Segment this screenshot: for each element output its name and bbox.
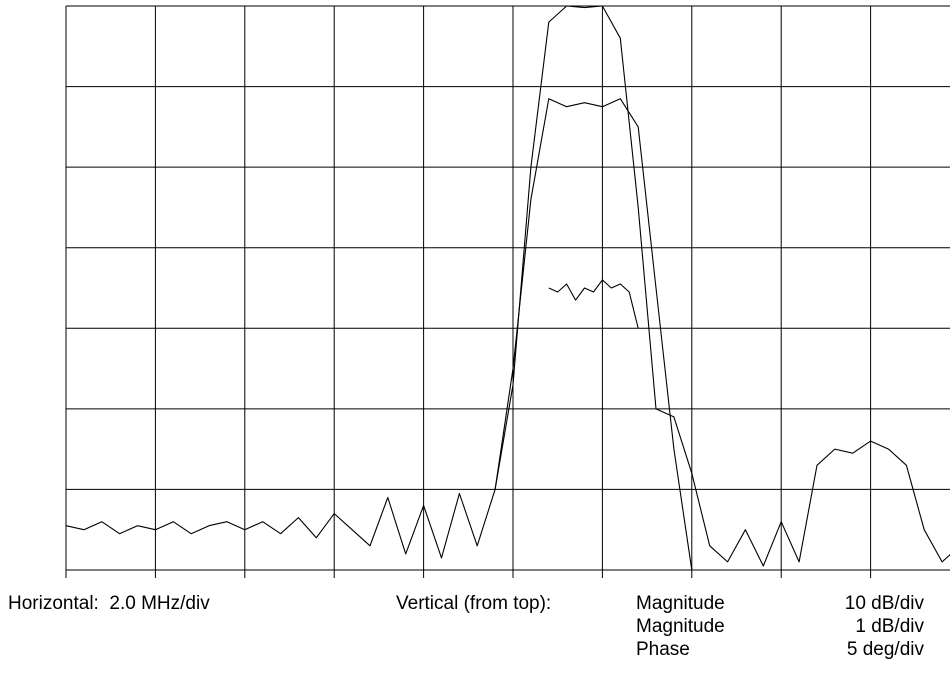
trace-name: Phase [636, 639, 690, 660]
vertical-scale-row: Magnitude 1 dB/div [636, 615, 924, 638]
trace-line-2 [494, 98, 693, 571]
vertical-scale-list: Magnitude 10 dB/div Magnitude 1 dB/div P… [636, 592, 924, 661]
trace-line-3 [548, 279, 639, 329]
trace-name: Magnitude [636, 616, 725, 637]
horizontal-label: Horizontal: [8, 593, 99, 614]
trace-line-1 [65, 5, 950, 567]
vertical-scale-row: Phase 5 deg/div [636, 638, 924, 661]
plot-grid [65, 5, 950, 571]
vertical-scale-label: Vertical (from top): [396, 593, 552, 614]
vertical-scale-row: Magnitude 10 dB/div [636, 592, 924, 615]
trace-scale: 1 dB/div [855, 616, 924, 637]
x-axis-ticks [65, 570, 872, 578]
network-analyzer-plot [65, 5, 950, 578]
trace-name: Magnitude [636, 593, 725, 614]
trace-scale: 10 dB/div [844, 593, 924, 614]
horizontal-scale-value: 2.0 MHz/div [109, 593, 210, 614]
traces [65, 5, 950, 571]
trace-scale: 5 deg/div [846, 639, 924, 660]
horizontal-scale-label: Horizontal: 2.0 MHz/div [8, 592, 210, 615]
